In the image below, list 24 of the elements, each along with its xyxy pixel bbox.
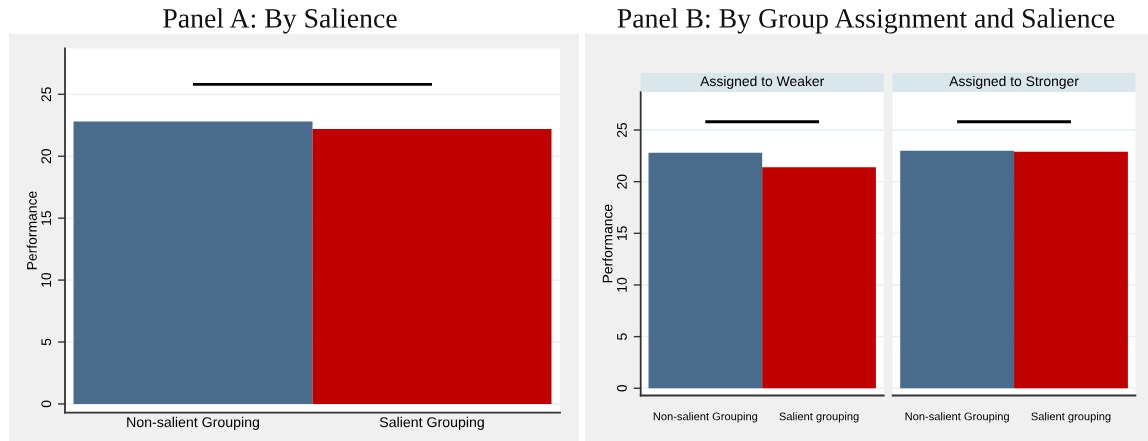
x-tick-label: Non-salient Grouping (905, 412, 1009, 423)
x-tick-label: Salient Grouping (379, 416, 484, 430)
y-tick-label: 0 (617, 384, 627, 392)
y-axis-title: Performance (26, 191, 37, 270)
y-tick-label: 5 (617, 333, 627, 340)
chart-subtitle: Assigned to Weaker (700, 75, 824, 89)
chart-subtitle: Assigned to Stronger (949, 75, 1079, 89)
chart-title: Panel A: By Salience (163, 8, 397, 34)
y-tick-label: 25 (617, 122, 627, 138)
y-tick-label: 0 (41, 400, 52, 408)
y-tick-label: 5 (41, 338, 52, 346)
x-tick-label: Non-salient Grouping (127, 416, 260, 430)
y-tick-label: 10 (617, 277, 627, 292)
y-tick-label: 20 (41, 149, 52, 164)
y-tick-label: 15 (617, 226, 627, 240)
y-axis-title: Performance (602, 204, 613, 283)
x-tick-label: Salient grouping (779, 412, 859, 423)
y-tick-label: 20 (617, 174, 627, 189)
x-tick-label: Non-salient Grouping (653, 412, 758, 423)
y-tick-label: 10 (41, 272, 52, 287)
y-tick-label: 25 (41, 87, 52, 102)
chart-title: Panel B: By Group Assignment and Salience (617, 8, 1115, 34)
x-tick-label: Salient grouping (1031, 412, 1111, 423)
y-tick-label: 15 (41, 211, 52, 225)
